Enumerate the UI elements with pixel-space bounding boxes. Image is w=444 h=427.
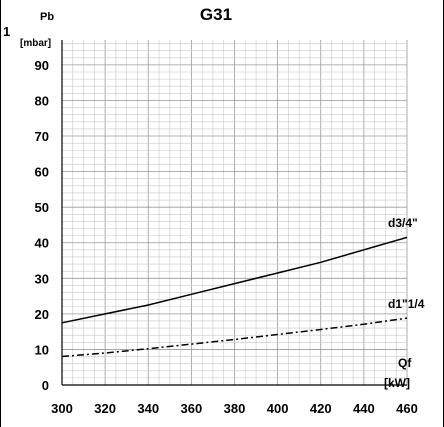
series-label-d34: d3/4": [388, 216, 418, 230]
x-axis-label: Qf: [398, 356, 412, 370]
x-axis-unit: [kW]: [384, 376, 410, 390]
grid: [61, 40, 408, 386]
y-axis-label: Pb: [40, 11, 54, 23]
x-tick-label: 460: [396, 401, 418, 416]
chart-labels: 1 Pb [mbar] G31 d3/4" d1"1/4 Qf [kW]: [3, 5, 425, 390]
x-tick-label: 320: [94, 401, 116, 416]
y-tick-label: 30: [35, 271, 49, 286]
x-tick-label: 300: [51, 401, 73, 416]
y-tick-label: 20: [35, 307, 49, 322]
x-tick-label: 420: [310, 401, 332, 416]
series-label-d114: d1"1/4: [388, 297, 425, 311]
x-tick-label: 440: [353, 401, 375, 416]
y-tick-label: 10: [35, 342, 49, 357]
series-line-d34: [61, 236, 408, 324]
y-axis-unit: [mbar]: [20, 38, 51, 49]
x-tick-label: 360: [181, 401, 203, 416]
series-lines: [61, 236, 408, 358]
y-tick-label: 80: [35, 93, 49, 108]
x-tick-label: 400: [267, 401, 289, 416]
tick-labels: 300 320 340 360 380 400 420 440 460 0 10 20 30 40 50 60…: [35, 58, 418, 416]
x-tick-label: 380: [224, 401, 246, 416]
x-tick-label: 340: [137, 401, 159, 416]
y-tick-label: 70: [35, 129, 49, 144]
y-tick-label: 40: [35, 236, 49, 251]
y-tick-label: 60: [35, 165, 49, 180]
series-line-d114: [61, 317, 408, 358]
figure-marker: 1: [3, 24, 10, 39]
chart-title: G31: [200, 5, 232, 24]
y-tick-label: 0: [42, 378, 49, 393]
y-tick-label: 90: [35, 58, 49, 73]
y-tick-label: 50: [35, 200, 49, 215]
